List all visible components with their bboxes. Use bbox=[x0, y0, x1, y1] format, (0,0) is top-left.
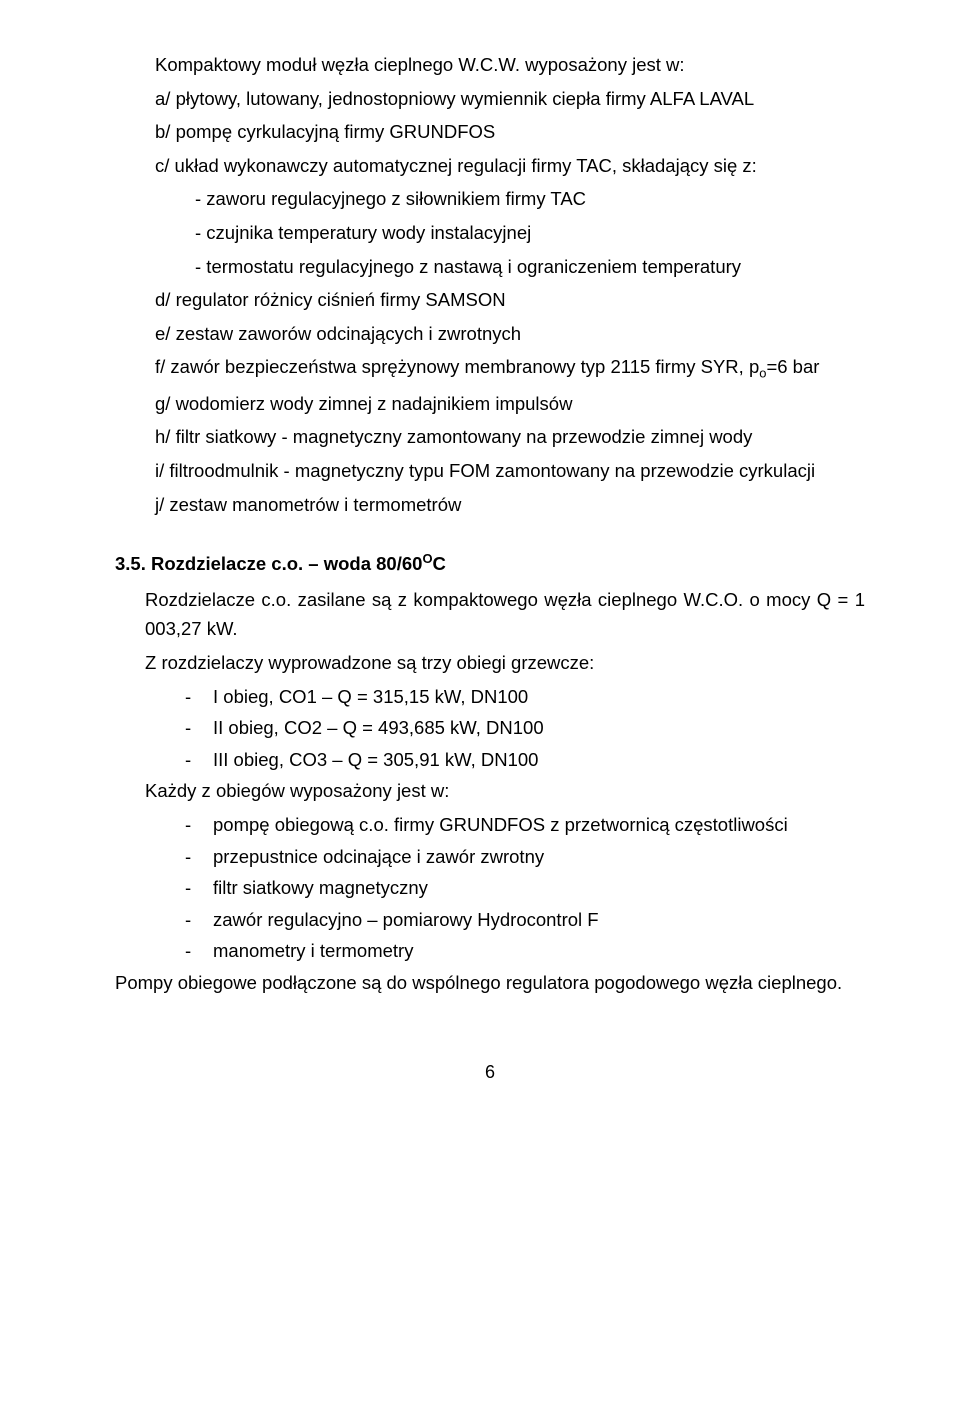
section-35-body1: Rozdzielacze c.o. zasilane są z kompakto… bbox=[145, 585, 865, 644]
item-j: j/ zestaw manometrów i termometrów bbox=[115, 490, 865, 520]
list-item: III obieg, CO3 – Q = 305,91 kW, DN100 bbox=[185, 745, 865, 775]
equipment-list: pompę obiegową c.o. firmy GRUNDFOS z prz… bbox=[115, 810, 865, 966]
item-d: d/ regulator różnicy ciśnień firmy SAMSO… bbox=[115, 285, 865, 315]
list-item: II obieg, CO2 – Q = 493,685 kW, DN100 bbox=[185, 713, 865, 743]
heading-post: C bbox=[433, 553, 446, 574]
item-i: i/ filtroodmulnik - magnetyczny typu FOM… bbox=[115, 456, 865, 486]
item-c1: - zaworu regulacyjnego z siłownikiem fir… bbox=[115, 184, 865, 214]
page-number: 6 bbox=[115, 1058, 865, 1087]
item-e: e/ zestaw zaworów odcinających i zwrotny… bbox=[115, 319, 865, 349]
item-h: h/ filtr siatkowy - magnetyczny zamontow… bbox=[115, 422, 865, 452]
item-f-pre: f/ zawór bezpieczeństwa sprężynowy membr… bbox=[155, 356, 759, 377]
list-item: zawór regulacyjno – pomiarowy Hydrocontr… bbox=[185, 905, 865, 935]
item-c: c/ układ wykonawczy automatycznej regula… bbox=[115, 151, 865, 181]
item-a: a/ płytowy, lutowany, jednostopniowy wym… bbox=[115, 84, 865, 114]
section-35-body3: Każdy z obiegów wyposażony jest w: bbox=[145, 776, 865, 806]
heading-pre: 3.5. Rozdzielacze c.o. – woda 80/60 bbox=[115, 553, 422, 574]
section-35-body2: Z rozdzielaczy wyprowadzone są trzy obie… bbox=[145, 648, 865, 678]
heading-sup: O bbox=[422, 551, 432, 566]
item-f: f/ zawór bezpieczeństwa sprężynowy membr… bbox=[115, 352, 865, 384]
item-c3: - termostatu regulacyjnego z nastawą i o… bbox=[115, 252, 865, 282]
list-item: przepustnice odcinające i zawór zwrotny bbox=[185, 842, 865, 872]
circuits-list: I obieg, CO1 – Q = 315,15 kW, DN100 II o… bbox=[115, 682, 865, 775]
intro-line: Kompaktowy moduł węzła cieplnego W.C.W. … bbox=[115, 50, 865, 80]
item-g: g/ wodomierz wody zimnej z nadajnikiem i… bbox=[115, 389, 865, 419]
item-f-post: =6 bar bbox=[766, 356, 819, 377]
item-b: b/ pompę cyrkulacyjną firmy GRUNDFOS bbox=[115, 117, 865, 147]
section-35-heading: 3.5. Rozdzielacze c.o. – woda 80/60OC bbox=[115, 549, 865, 579]
list-item: manometry i termometry bbox=[185, 936, 865, 966]
section-35-body4: Pompy obiegowe podłączone są do wspólneg… bbox=[115, 968, 865, 998]
list-item: I obieg, CO1 – Q = 315,15 kW, DN100 bbox=[185, 682, 865, 712]
list-item: filtr siatkowy magnetyczny bbox=[185, 873, 865, 903]
list-item: pompę obiegową c.o. firmy GRUNDFOS z prz… bbox=[185, 810, 865, 840]
item-c2: - czujnika temperatury wody instalacyjne… bbox=[115, 218, 865, 248]
